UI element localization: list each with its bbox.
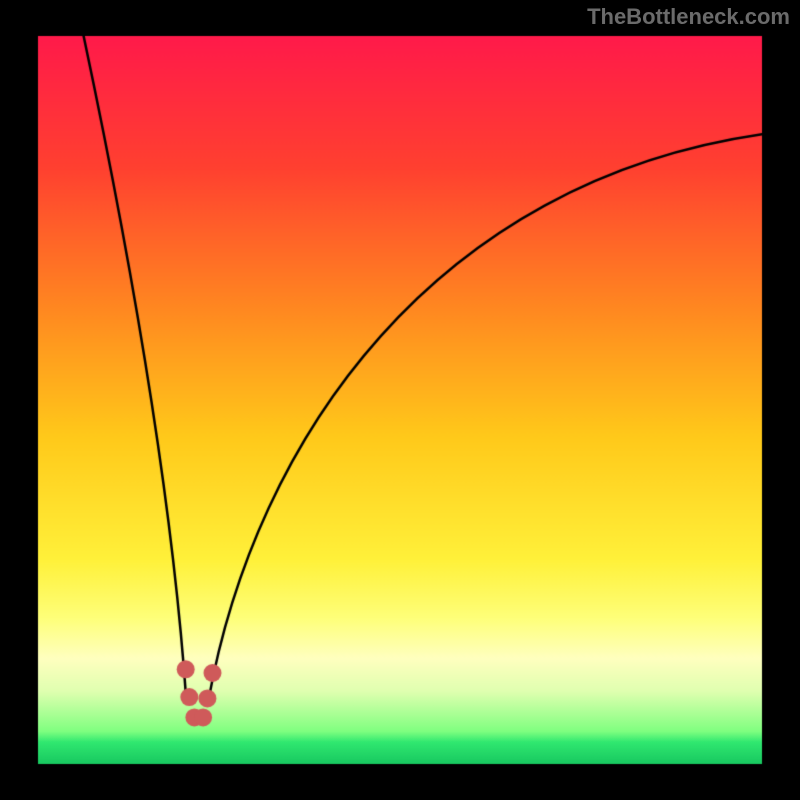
bottleneck-chart xyxy=(0,0,800,800)
chart-container: TheBottleneck.com xyxy=(0,0,800,800)
watermark-text: TheBottleneck.com xyxy=(587,4,790,30)
